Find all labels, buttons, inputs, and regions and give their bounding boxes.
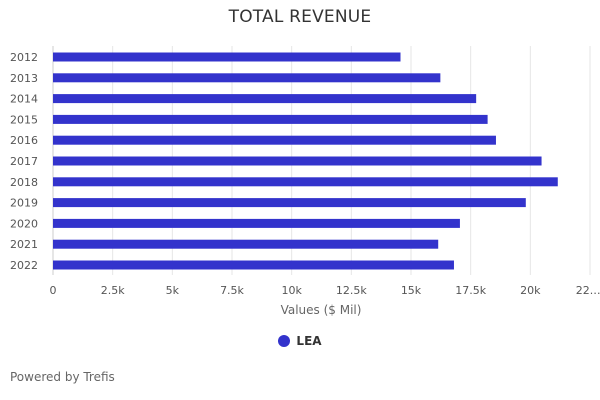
legend-marker-icon	[278, 335, 291, 347]
bar-2017[interactable]	[53, 156, 542, 166]
x-tick-label: 12.5k	[336, 284, 367, 297]
y-tick-label-2021: 2021	[10, 238, 38, 251]
x-tick-label: 22.…	[576, 284, 600, 297]
y-tick-label-2014: 2014	[10, 93, 38, 106]
x-tick-label: 2.5k	[101, 284, 125, 297]
x-tick-label: 20k	[520, 284, 541, 297]
x-axis-labels: 0 2.5k 5k 7.5k 10k 12.5k 15k 17.5k 20k 22.…	[50, 284, 600, 297]
y-tick-label-2018: 2018	[10, 176, 38, 189]
bar-2015[interactable]	[53, 114, 488, 124]
bar-2020[interactable]	[53, 218, 460, 228]
y-tick-label-2012: 2012	[10, 51, 38, 64]
y-tick-label-2016: 2016	[10, 134, 38, 147]
bar-2022[interactable]	[53, 260, 454, 270]
x-tick-label: 15k	[401, 284, 422, 297]
bar-2021[interactable]	[53, 239, 439, 249]
y-tick-label-2017: 2017	[10, 155, 38, 168]
y-tick-label-2022: 2022	[10, 259, 38, 272]
x-axis-title: Values ($ Mil)	[281, 303, 362, 317]
y-tick-label-2015: 2015	[10, 113, 38, 126]
bar-2016[interactable]	[53, 135, 496, 145]
y-tick-label-2013: 2013	[10, 72, 38, 85]
bar-2018[interactable]	[53, 177, 558, 187]
x-tick-label: 10k	[281, 284, 302, 297]
y-tick-label-2020: 2020	[10, 217, 38, 230]
legend-label: LEA	[296, 334, 322, 348]
x-tick-label: 17.5k	[455, 284, 486, 297]
bar-2014[interactable]	[53, 94, 477, 104]
x-tick-label: 7.5k	[220, 284, 244, 297]
x-tick-label: 5k	[166, 284, 180, 297]
chart-title: TOTAL REVENUE	[228, 7, 372, 27]
bar-2019[interactable]	[53, 198, 526, 208]
credits: Powered by Trefis	[10, 370, 115, 384]
y-axis-labels: 2012 2013 2014 2015 2016 2017 2018 2019 2020 2021…	[10, 51, 38, 272]
y-tick-label-2019: 2019	[10, 197, 38, 210]
x-tick-label: 0	[50, 284, 57, 297]
bar-2013[interactable]	[53, 73, 441, 83]
legend[interactable]: LEA	[0, 334, 600, 348]
bars	[53, 52, 558, 270]
bar-2012[interactable]	[53, 52, 401, 62]
